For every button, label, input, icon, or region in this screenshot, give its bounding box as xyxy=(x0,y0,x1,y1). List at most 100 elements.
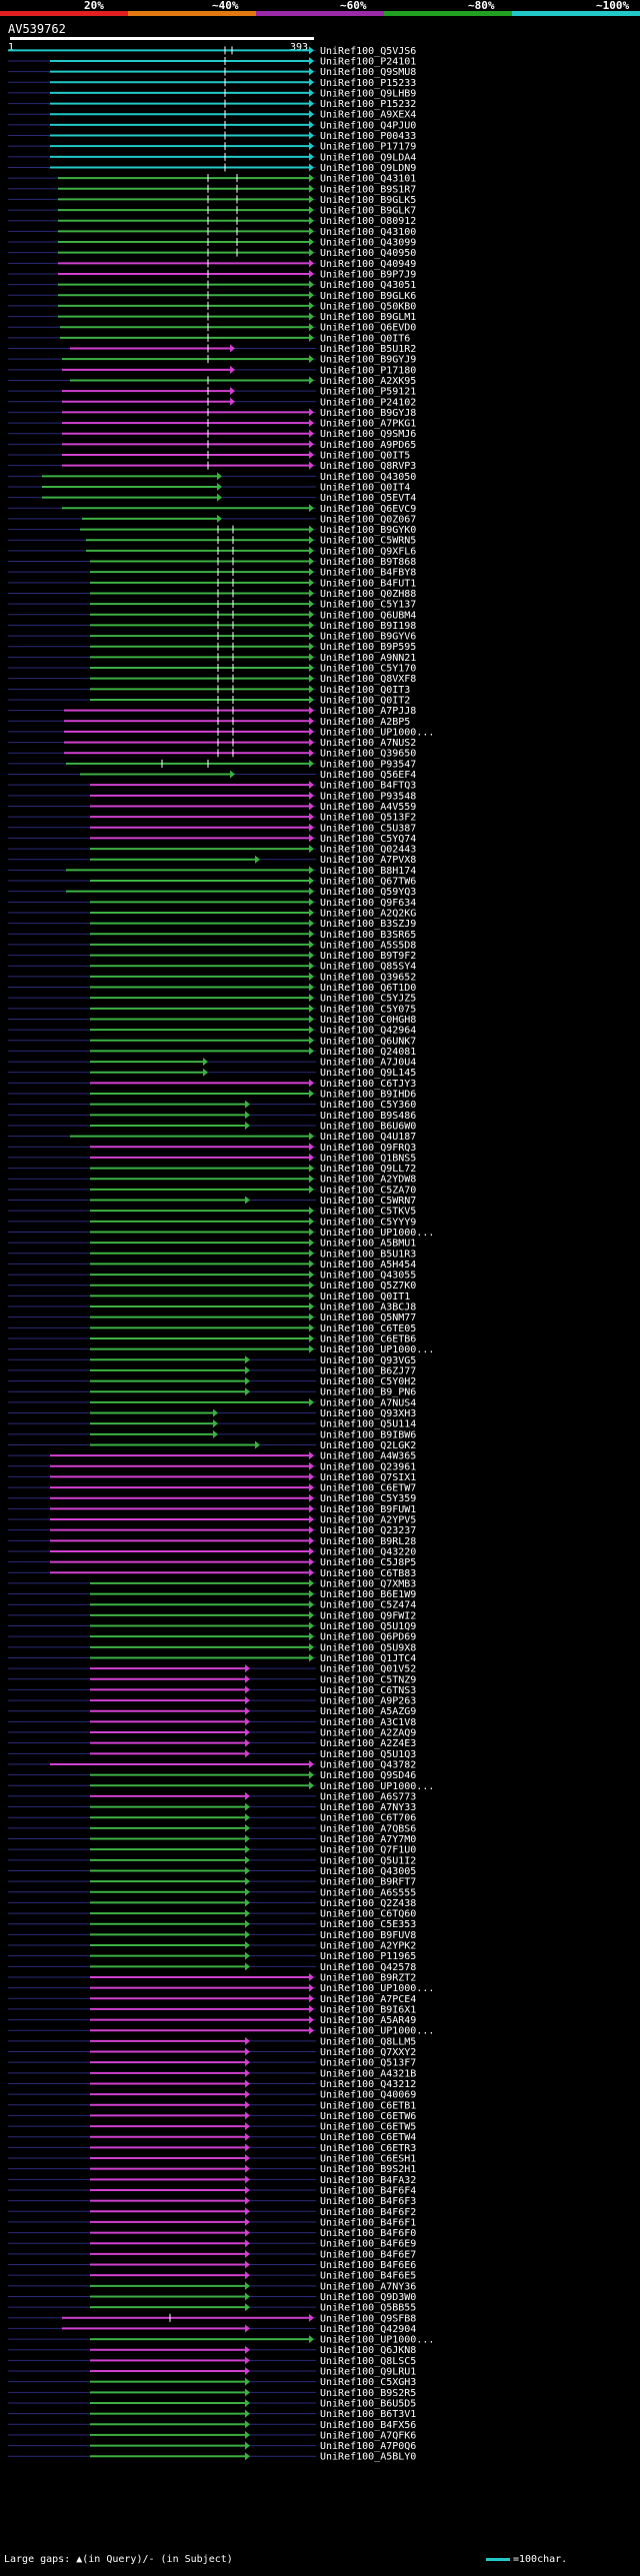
hit-row[interactable]: UniRef100_Q7F1U0 xyxy=(8,1845,416,1856)
hit-row[interactable]: UniRef100_Q9D3W0 xyxy=(8,2292,416,2303)
hit-row[interactable]: UniRef100_A7QBS6 xyxy=(8,1823,416,1834)
hit-row[interactable]: UniRef100_Q39652 xyxy=(8,972,416,983)
hit-row[interactable]: UniRef100_Q9SFB8 xyxy=(8,2313,416,2324)
hit-row[interactable]: UniRef100_Q67TW6 xyxy=(8,877,416,888)
hit-row[interactable]: UniRef100_C6ETB6 xyxy=(8,1333,416,1344)
hit-row[interactable]: UniRef100_C6TQ60 xyxy=(8,1909,416,1920)
hit-row[interactable]: UniRef100_A5AZG9 xyxy=(8,1706,416,1717)
hit-row[interactable]: UniRef100_B6E1W9 xyxy=(8,1589,416,1600)
hit-row[interactable]: UniRef100_Q5U114 xyxy=(8,1419,416,1430)
hit-row[interactable]: UniRef100_P59121 xyxy=(8,387,416,398)
hit-row[interactable]: UniRef100_B9IHD6 xyxy=(8,1090,416,1101)
hit-row[interactable]: UniRef100_B9GLM1 xyxy=(8,312,416,323)
hit-row[interactable]: UniRef100_C5Y360 xyxy=(8,1100,416,1111)
hit-row[interactable]: UniRef100_A9NN21 xyxy=(8,653,416,664)
hit-row[interactable]: UniRef100_A5BMU1 xyxy=(8,1239,416,1250)
hit-row[interactable]: UniRef100_Q0IT1 xyxy=(8,1291,410,1302)
hit-row[interactable]: UniRef100_P24102 xyxy=(8,397,416,408)
hit-row[interactable]: UniRef100_Q5U9X8 xyxy=(8,1642,416,1653)
hit-row[interactable]: UniRef100_B4FX56 xyxy=(8,2420,416,2431)
hit-row[interactable]: UniRef100_A2ZAQ9 xyxy=(8,1728,416,1739)
hit-row[interactable]: UniRef100_Q5U1Q9 xyxy=(8,1621,416,1632)
hit-row[interactable]: UniRef100_UP1000... xyxy=(8,1228,434,1239)
hit-row[interactable]: UniRef100_Q9LDN9 xyxy=(8,163,416,174)
hit-row[interactable]: UniRef100_Q40950 xyxy=(8,248,416,259)
hit-row[interactable]: UniRef100_B9RFT7 xyxy=(8,1877,416,1888)
hit-row[interactable]: UniRef100_A7QFK6 xyxy=(8,2430,416,2441)
hit-row[interactable]: UniRef100_Q6PD69 xyxy=(8,1632,416,1643)
hit-row[interactable]: UniRef100_A2BP5 xyxy=(8,717,410,728)
hit-row[interactable]: UniRef100_Q6UNK7 xyxy=(8,1036,416,1047)
hit-row[interactable]: UniRef100_B4F6E9 xyxy=(8,2239,416,2250)
hit-row[interactable]: UniRef100_Q0IT6 xyxy=(8,333,410,344)
hit-row[interactable]: UniRef100_Q93VG5 xyxy=(8,1355,416,1366)
hit-row[interactable]: UniRef100_C6TE05 xyxy=(8,1323,416,1334)
hit-row[interactable]: UniRef100_A6S555 xyxy=(8,1887,416,1898)
hit-row[interactable]: UniRef100_Q1JTC4 xyxy=(8,1653,416,1664)
hit-row[interactable]: UniRef100_C0HGH8 xyxy=(8,1015,416,1026)
hit-row[interactable]: UniRef100_A4V559 xyxy=(8,802,416,813)
hit-row[interactable]: UniRef100_Q5BB55 xyxy=(8,2303,416,2314)
hit-row[interactable]: UniRef100_Q43100 xyxy=(8,227,416,238)
hit-row[interactable]: UniRef100_Q2LGK2 xyxy=(8,1440,416,1451)
hit-row[interactable]: UniRef100_P24101 xyxy=(8,56,416,67)
hit-row[interactable]: UniRef100_C6TNS3 xyxy=(8,1685,416,1696)
hit-row[interactable]: UniRef100_P93547 xyxy=(8,759,416,770)
hit-row[interactable]: UniRef100_A9P263 xyxy=(8,1696,416,1707)
hit-row[interactable]: UniRef100_B9GLK7 xyxy=(8,206,416,217)
hit-row[interactable]: UniRef100_Q6EVC9 xyxy=(8,504,416,515)
hit-row[interactable]: UniRef100_B6U5D5 xyxy=(8,2398,416,2409)
hit-row[interactable]: UniRef100_Q5EVT4 xyxy=(8,493,416,504)
hit-row[interactable]: UniRef100_A2XK95 xyxy=(8,376,416,387)
hit-row[interactable]: UniRef100_C5Y0H2 xyxy=(8,1376,416,1387)
hit-row[interactable]: UniRef100_P17179 xyxy=(8,142,416,153)
hit-row[interactable]: UniRef100_UP1000... xyxy=(8,1983,434,1994)
hit-row[interactable]: UniRef100_Q0IT5 xyxy=(8,451,410,462)
hit-row[interactable]: UniRef100_Q8LSC5 xyxy=(8,2356,416,2367)
hit-row[interactable]: UniRef100_Q7SIX1 xyxy=(8,1472,416,1483)
hit-row[interactable]: UniRef100_A7NUS4 xyxy=(8,1397,416,1408)
hit-row[interactable]: UniRef100_B9P7J9 xyxy=(8,269,416,280)
hit-row[interactable]: UniRef100_Q9LDA4 xyxy=(8,152,416,163)
hit-row[interactable]: UniRef100_C6ESH1 xyxy=(8,2154,416,2165)
hit-row[interactable]: UniRef100_Q40949 xyxy=(8,259,416,270)
hit-row[interactable]: UniRef100_Q5NM77 xyxy=(8,1312,416,1323)
hit-row[interactable]: UniRef100_Q93XH3 xyxy=(8,1408,416,1419)
hit-row[interactable]: UniRef100_Q0IT2 xyxy=(8,695,410,706)
hit-row[interactable]: UniRef100_Q56EF4 xyxy=(8,770,416,781)
hit-row[interactable]: UniRef100_Q43212 xyxy=(8,2079,416,2090)
hit-row[interactable]: UniRef100_B4F6F2 xyxy=(8,2207,416,2218)
hit-row[interactable]: UniRef100_Q23961 xyxy=(8,1461,416,1472)
hit-row[interactable]: UniRef100_Q8VXF8 xyxy=(8,674,416,685)
hit-row[interactable]: UniRef100_C5U387 xyxy=(8,823,416,834)
hit-row[interactable]: UniRef100_Q6T1D0 xyxy=(8,983,416,994)
hit-row[interactable]: UniRef100_A3BCJ8 xyxy=(8,1302,416,1313)
hit-row[interactable]: UniRef100_C5J8P5 xyxy=(8,1557,416,1568)
hit-row[interactable]: UniRef100_A5BLY0 xyxy=(8,2452,416,2463)
hit-row[interactable]: UniRef100_A2YPV5 xyxy=(8,1515,416,1526)
hit-row[interactable]: UniRef100_Q43005 xyxy=(8,1866,416,1877)
hit-row[interactable]: UniRef100_B6T3V1 xyxy=(8,2409,416,2420)
hit-row[interactable]: UniRef100_B4F6E5 xyxy=(8,2271,416,2282)
hit-row[interactable]: UniRef100_Q42904 xyxy=(8,2324,416,2335)
hit-row[interactable]: UniRef100_Q9F634 xyxy=(8,898,416,909)
hit-row[interactable]: UniRef100_P93548 xyxy=(8,791,416,802)
hit-row[interactable]: UniRef100_A2YPK2 xyxy=(8,1941,416,1952)
hit-row[interactable]: UniRef100_C5XGH3 xyxy=(8,2377,416,2388)
hit-row[interactable]: UniRef100_UP1000... xyxy=(8,1344,434,1355)
hit-row[interactable]: UniRef100_Q43055 xyxy=(8,1271,416,1282)
hit-row[interactable]: UniRef100_Q43782 xyxy=(8,1759,416,1770)
hit-row[interactable]: UniRef100_B4FUT1 xyxy=(8,578,416,589)
hit-row[interactable]: UniRef100_C5Z474 xyxy=(8,1600,416,1611)
hit-row[interactable]: UniRef100_A5H454 xyxy=(8,1260,416,1271)
hit-row[interactable]: UniRef100_B4F6E6 xyxy=(8,2260,416,2271)
hit-row[interactable]: UniRef100_A7J0U4 xyxy=(8,1058,416,1069)
hit-row[interactable]: UniRef100_B9T868 xyxy=(8,557,416,568)
hit-row[interactable]: UniRef100_B9S2R5 xyxy=(8,2388,416,2399)
hit-row[interactable]: UniRef100_Q5U1I2 xyxy=(8,1855,416,1866)
hit-row[interactable]: UniRef100_Q39650 xyxy=(8,749,416,760)
hit-row[interactable]: UniRef100_C6TJY3 xyxy=(8,1079,416,1090)
hit-row[interactable]: UniRef100_B4F6E7 xyxy=(8,2249,416,2260)
hit-row[interactable]: UniRef100_A5S5D8 xyxy=(8,940,416,951)
hit-row[interactable]: UniRef100_Q513F7 xyxy=(8,2058,416,2069)
